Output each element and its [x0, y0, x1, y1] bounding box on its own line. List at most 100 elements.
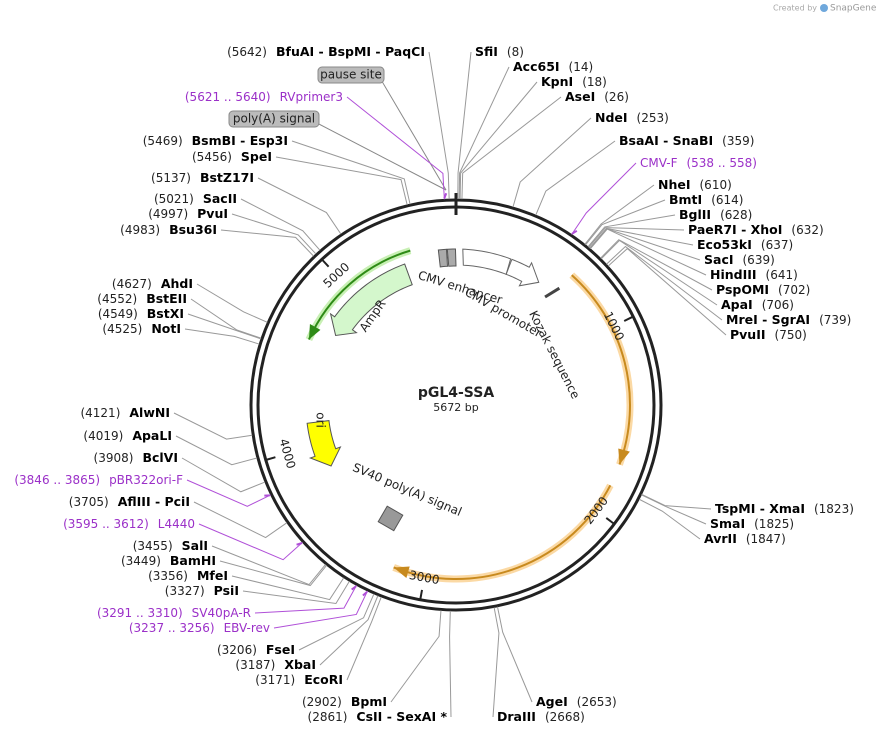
- site-position: (26): [604, 90, 629, 104]
- kozak: [544, 286, 561, 299]
- site-name: BstZ17I: [200, 170, 254, 185]
- site-position: (3595 .. 3612): [63, 517, 149, 531]
- site-label: (4121) AlwNI: [80, 405, 170, 420]
- flag-line: [379, 77, 447, 191]
- site-name: AflIII - PciI: [118, 494, 190, 509]
- ruler-tick: [419, 589, 424, 600]
- site-position: (4627): [112, 277, 152, 291]
- site-position: (4121): [80, 406, 120, 420]
- flag-line: [314, 121, 447, 191]
- site-position: (610): [700, 178, 732, 192]
- site-position: (5469): [143, 134, 183, 148]
- leader-line: [175, 435, 258, 466]
- leader-line: [275, 156, 408, 205]
- site-name: SpeI: [241, 149, 272, 164]
- leader-line: [242, 581, 350, 605]
- feature-box: [446, 248, 457, 267]
- leader-line: [181, 457, 266, 493]
- leader-line: [600, 239, 713, 291]
- site-label: HindIII (641): [710, 267, 798, 282]
- site-label: (5621 .. 5640) RVprimer3: [185, 90, 343, 104]
- leader-line: [496, 606, 533, 703]
- site-label: (3705) AflIII - PciI: [69, 494, 190, 509]
- leader-line: [588, 227, 685, 248]
- site-position: (2668): [545, 710, 585, 724]
- site-position: (639): [743, 253, 775, 267]
- site-position: (3327): [165, 584, 205, 598]
- site-position: (3356): [148, 569, 188, 583]
- brand: SnapGene: [830, 4, 877, 14]
- site-name: NheI: [658, 177, 691, 192]
- site-name: L4440: [158, 517, 195, 531]
- leader-line: [607, 247, 727, 336]
- green-arc: [308, 249, 411, 340]
- site-label: BmtI (614): [669, 192, 743, 207]
- site-position: (2861): [308, 710, 348, 724]
- site-name: AgeI: [536, 694, 568, 709]
- leader-line: [492, 607, 500, 718]
- site-label: (4552) BstEII: [97, 291, 187, 306]
- site-position: (8): [507, 45, 524, 59]
- site-label: SfiI (8): [475, 44, 524, 59]
- site-name: BsaAI - SnaBI: [619, 133, 713, 148]
- plasmid-size: 5672 bp: [433, 401, 478, 414]
- leader-line: [571, 162, 637, 235]
- site-name: EcoRI: [304, 672, 343, 687]
- site-label: TspMI - XmaI (1823): [715, 501, 854, 516]
- site-name: BamHI: [170, 553, 216, 568]
- watermark: Created by: [773, 4, 817, 13]
- orange-arc: [393, 484, 612, 580]
- site-name: BglII: [679, 207, 711, 222]
- leader-line: [273, 590, 368, 629]
- site-label: (4983) Bsu36I: [120, 222, 217, 237]
- leader-line: [220, 229, 314, 257]
- site-position: (3455): [133, 539, 173, 553]
- site-position: (614): [711, 193, 743, 207]
- leader-line: [257, 177, 342, 235]
- site-label: NdeI (253): [595, 110, 669, 125]
- leader-line: [291, 140, 411, 205]
- site-name: BpmI: [351, 694, 387, 709]
- orange-arc-head: [618, 448, 630, 465]
- leader-line: [298, 593, 375, 651]
- site-position: (3449): [121, 554, 161, 568]
- site-position: (3705): [69, 495, 109, 509]
- leader-line: [600, 239, 718, 306]
- site-label: PaeR7I - XhoI (632): [688, 222, 824, 237]
- site-position: (3291 .. 3310): [97, 606, 183, 620]
- site-position: (4019): [83, 429, 123, 443]
- site-name: PvuII: [730, 327, 766, 342]
- primer-mark: [351, 585, 357, 591]
- site-position: (637): [761, 238, 793, 252]
- primer-mark: [571, 229, 578, 235]
- site-label: NheI (610): [658, 177, 732, 192]
- site-label: KpnI (18): [541, 74, 607, 89]
- leader-line: [457, 51, 472, 200]
- site-label: AgeI (2653): [536, 694, 617, 709]
- site-name: MreI - SgrAI: [726, 312, 810, 327]
- site-label: (3455) SalI: [133, 538, 208, 553]
- leader-line: [231, 575, 345, 601]
- site-position: (4983): [120, 223, 160, 237]
- site-position: (4997): [148, 207, 188, 221]
- ori: [306, 420, 342, 467]
- site-name: BmtI: [669, 192, 702, 207]
- site-label: (2861) CsII - SexAI *: [308, 709, 448, 724]
- site-position: (14): [569, 60, 594, 74]
- site-name: EBV-rev: [224, 621, 270, 635]
- site-label: (3595 .. 3612) L4440: [63, 517, 195, 531]
- leader-line: [211, 545, 326, 586]
- site-label: (4525) NotI: [102, 321, 181, 336]
- site-label: (3187) XbaI: [235, 657, 316, 672]
- site-name: NotI: [151, 321, 181, 336]
- site-name: SfiI: [475, 44, 498, 59]
- site-label: CMV-F (538 .. 558): [640, 156, 757, 170]
- site-name: KpnI: [541, 74, 573, 89]
- site-position: (4549): [98, 307, 138, 321]
- site-position: (632): [791, 223, 823, 237]
- site-name: ApaI: [721, 297, 753, 312]
- site-position: (1823): [814, 502, 854, 516]
- leader-line: [346, 596, 382, 681]
- leader-line: [190, 298, 262, 339]
